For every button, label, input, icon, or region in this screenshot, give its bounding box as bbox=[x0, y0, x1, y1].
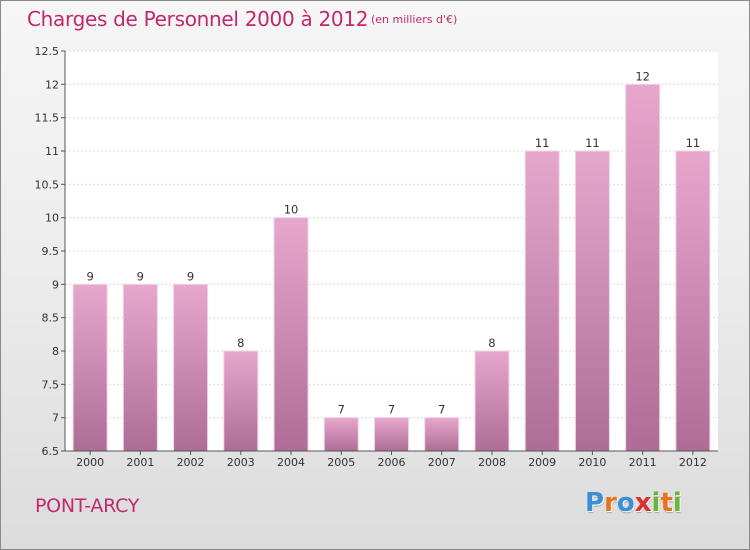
chart-subtitle: (en milliers d'€) bbox=[371, 13, 458, 26]
y-tick-label: 11.5 bbox=[35, 112, 60, 125]
bar-value-label: 11 bbox=[686, 136, 701, 150]
bar-value-label: 8 bbox=[488, 336, 495, 350]
y-tick-label: 10.5 bbox=[35, 178, 60, 191]
bar bbox=[374, 417, 409, 452]
y-tick-label: 8.5 bbox=[42, 312, 60, 325]
bar bbox=[574, 150, 610, 452]
logo-letter: r bbox=[604, 488, 617, 518]
x-tick-label: 2006 bbox=[378, 456, 406, 469]
x-tick-label: 2005 bbox=[327, 456, 355, 469]
bar-value-label: 9 bbox=[86, 269, 93, 283]
bar bbox=[474, 350, 510, 452]
x-tick-label: 2007 bbox=[428, 456, 456, 469]
logo-letter: t bbox=[660, 488, 673, 518]
x-tick-label: 2003 bbox=[227, 456, 255, 469]
bar-value-label: 7 bbox=[438, 403, 445, 417]
logo-letter: x bbox=[634, 488, 652, 518]
y-tick-label: 9 bbox=[52, 278, 59, 291]
bar-value-label: 8 bbox=[237, 336, 244, 350]
bar bbox=[524, 150, 560, 452]
bar bbox=[424, 417, 460, 452]
x-tick-label: 2011 bbox=[629, 456, 657, 469]
logo-letter: i bbox=[672, 488, 682, 518]
bar bbox=[72, 283, 108, 452]
bar bbox=[223, 350, 259, 452]
y-tick-label: 11 bbox=[45, 145, 59, 158]
y-tick-label: 8 bbox=[52, 345, 59, 358]
proxiti-logo: Proxiti bbox=[585, 488, 682, 518]
y-tick-label: 6.5 bbox=[42, 445, 60, 458]
y-tick-label: 12.5 bbox=[35, 45, 60, 58]
bar bbox=[122, 283, 158, 452]
logo-letter: i bbox=[651, 488, 661, 518]
x-tick-label: 2001 bbox=[126, 456, 154, 469]
y-tick-label: 9.5 bbox=[42, 245, 60, 258]
bar-value-label: 9 bbox=[137, 269, 144, 283]
x-tick-label: 2012 bbox=[679, 456, 707, 469]
bar bbox=[173, 283, 209, 452]
logo-letter: P bbox=[585, 488, 605, 518]
y-tick-label: 7.5 bbox=[42, 378, 60, 391]
bar bbox=[273, 217, 309, 452]
x-tick-label: 2002 bbox=[177, 456, 205, 469]
bar-value-label: 11 bbox=[585, 136, 600, 150]
bar-value-label: 7 bbox=[388, 403, 395, 417]
x-tick-label: 2000 bbox=[76, 456, 104, 469]
y-tick-label: 10 bbox=[45, 212, 59, 225]
x-tick-label: 2004 bbox=[277, 456, 305, 469]
bar bbox=[323, 417, 359, 452]
x-tick-label: 2008 bbox=[478, 456, 506, 469]
bar bbox=[625, 83, 661, 452]
bar-value-label: 12 bbox=[635, 69, 650, 83]
bar-value-label: 11 bbox=[535, 136, 550, 150]
bar-value-label: 10 bbox=[284, 203, 299, 217]
y-tick-label: 7 bbox=[52, 412, 59, 425]
bar-value-label: 9 bbox=[187, 269, 194, 283]
chart-title: Charges de Personnel 2000 à 2012 bbox=[27, 7, 369, 31]
x-tick-label: 2009 bbox=[528, 456, 556, 469]
place-name: PONT-ARCY bbox=[35, 495, 140, 517]
x-tick-label: 2010 bbox=[578, 456, 606, 469]
logo-letter: o bbox=[616, 488, 635, 518]
bar bbox=[675, 150, 711, 452]
bar-value-label: 7 bbox=[338, 403, 345, 417]
y-tick-label: 12 bbox=[45, 78, 59, 91]
